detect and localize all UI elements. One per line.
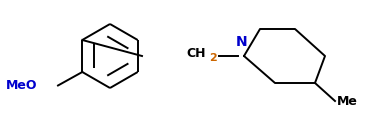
Text: MeO: MeO [6, 79, 37, 92]
Text: Me: Me [337, 95, 358, 109]
Text: N: N [236, 35, 248, 49]
Text: 2: 2 [209, 53, 217, 63]
Text: CH: CH [186, 48, 205, 60]
